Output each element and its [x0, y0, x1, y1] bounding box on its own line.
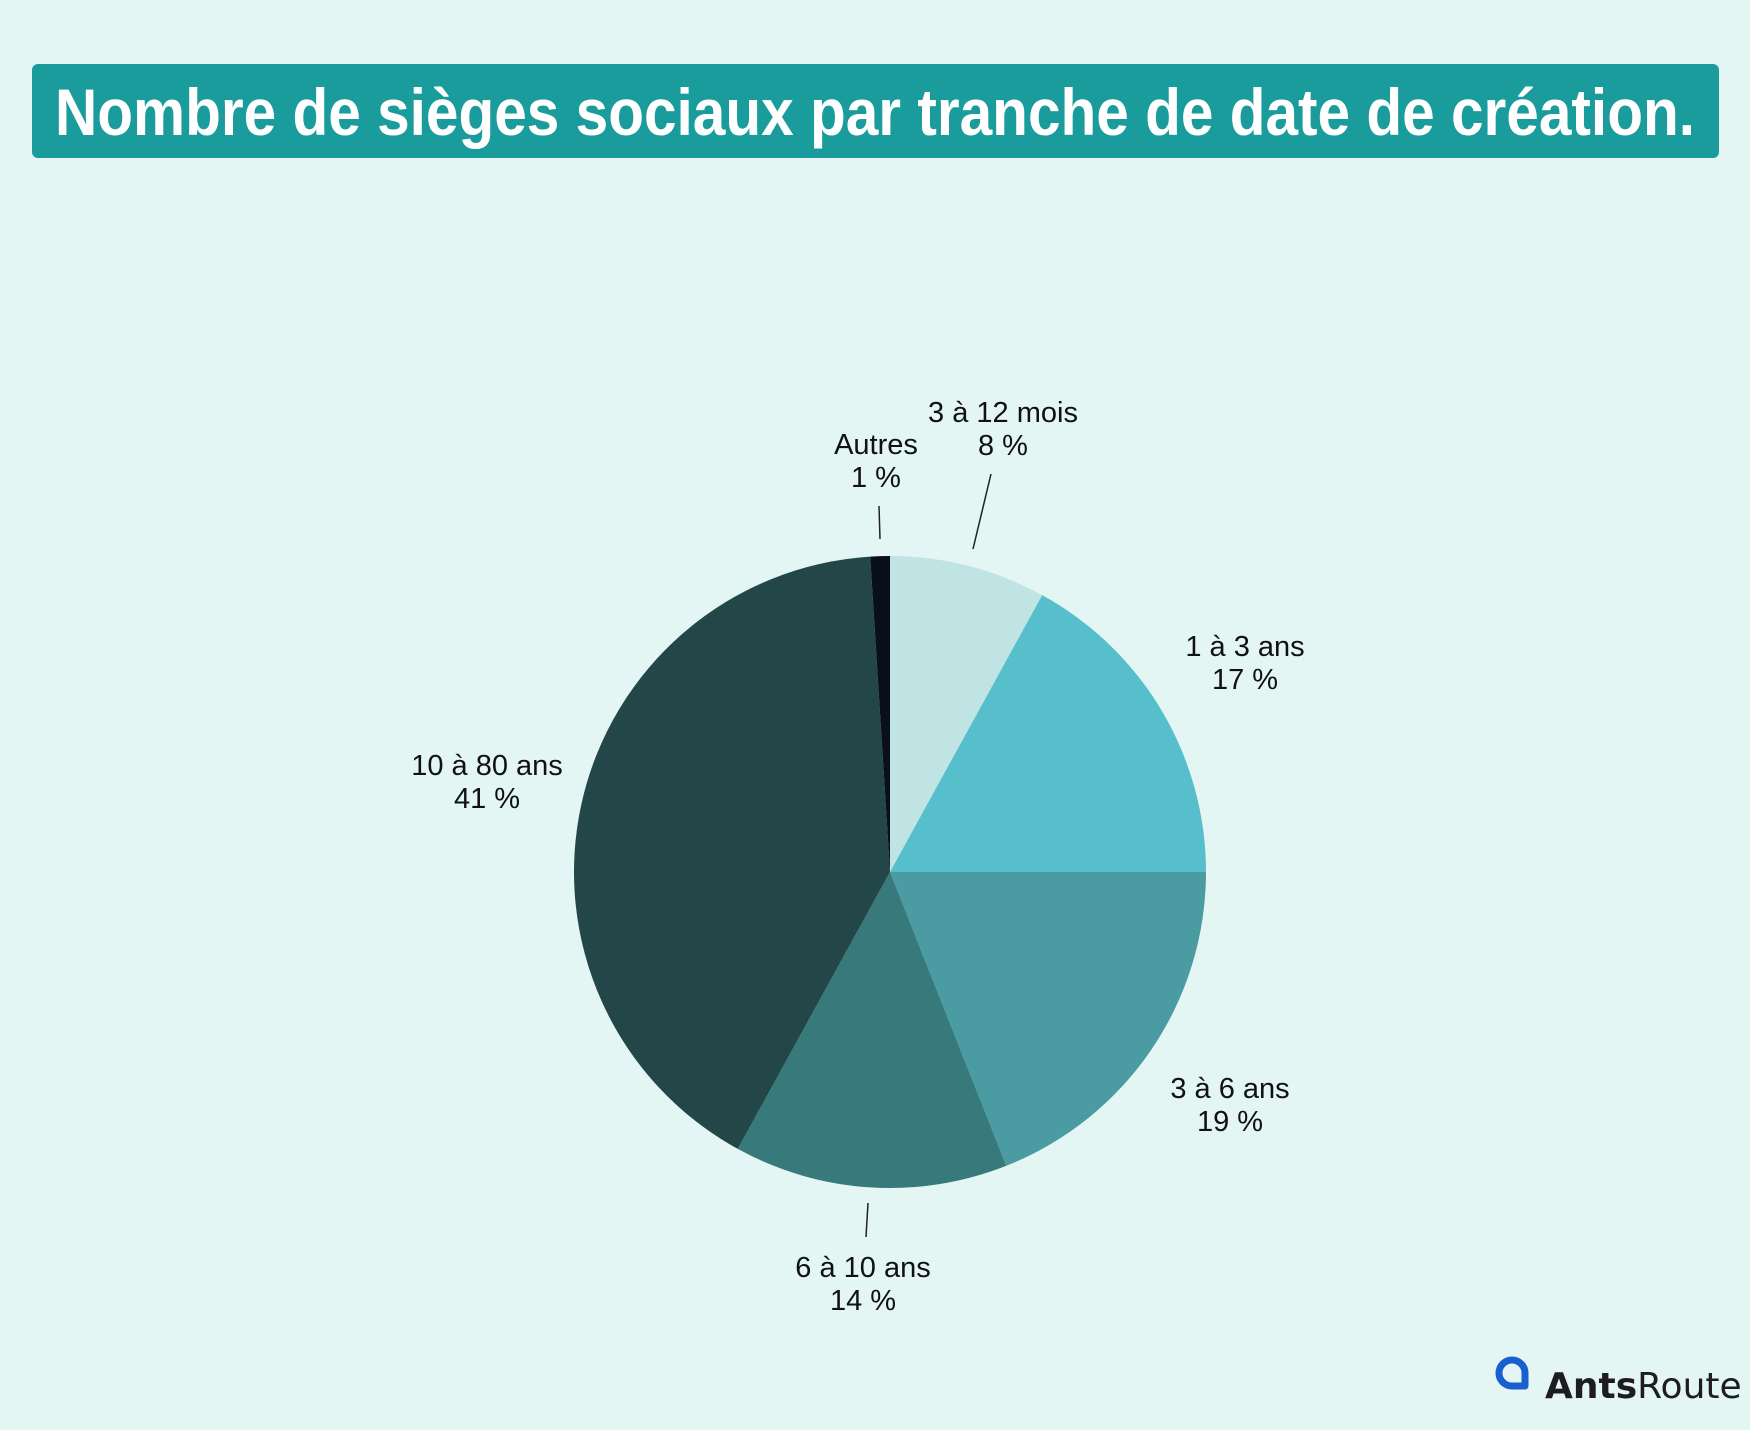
- slice-value-label: 8 %: [978, 430, 1028, 462]
- chart-title: Nombre de sièges sociaux par tranche de …: [55, 75, 1695, 149]
- leader-lines: [865, 473, 992, 1238]
- antsroute-logo: AntsRoute: [1495, 1356, 1742, 1407]
- slice-label: 1 à 3 ans: [1185, 631, 1304, 663]
- slice-label: 10 à 80 ans: [411, 750, 563, 782]
- title-banner: [32, 64, 1719, 158]
- leader-line-6-10-ans: [865, 1202, 869, 1238]
- slice-value-label: 19 %: [1197, 1106, 1263, 1138]
- pie-slice-3-6-ans: [890, 872, 1206, 1166]
- slice-value-label: 41 %: [454, 783, 520, 815]
- pie-slice-6-10-ans: [737, 872, 1007, 1188]
- leader-line-autres: [878, 505, 881, 540]
- slice-value-label: 17 %: [1212, 664, 1278, 696]
- pie: [573, 556, 1206, 1188]
- slice-label: 3 à 6 ans: [1170, 1073, 1289, 1105]
- logo-icon: [1495, 1356, 1529, 1390]
- slice-label: Autres: [834, 429, 918, 461]
- pie-slice-1-3-ans: [890, 595, 1206, 872]
- slice-value-label: 1 %: [851, 462, 901, 494]
- pie-slice-autres: [870, 556, 890, 872]
- slice-label: 3 à 12 mois: [928, 397, 1078, 429]
- pie-slice-3-12-mois: [890, 556, 1043, 872]
- slice-label: 6 à 10 ans: [795, 1252, 930, 1284]
- data-labels: 3 à 12 mois 8 % 1 à 3 ans 17 % 3 à 6 ans…: [411, 397, 1304, 1317]
- slice-value-label: 14 %: [830, 1285, 896, 1317]
- logo-text: AntsRoute: [1545, 1366, 1742, 1407]
- leader-line-3-12-mois: [972, 473, 992, 550]
- pie-slice-10-80-ans: [573, 556, 890, 1149]
